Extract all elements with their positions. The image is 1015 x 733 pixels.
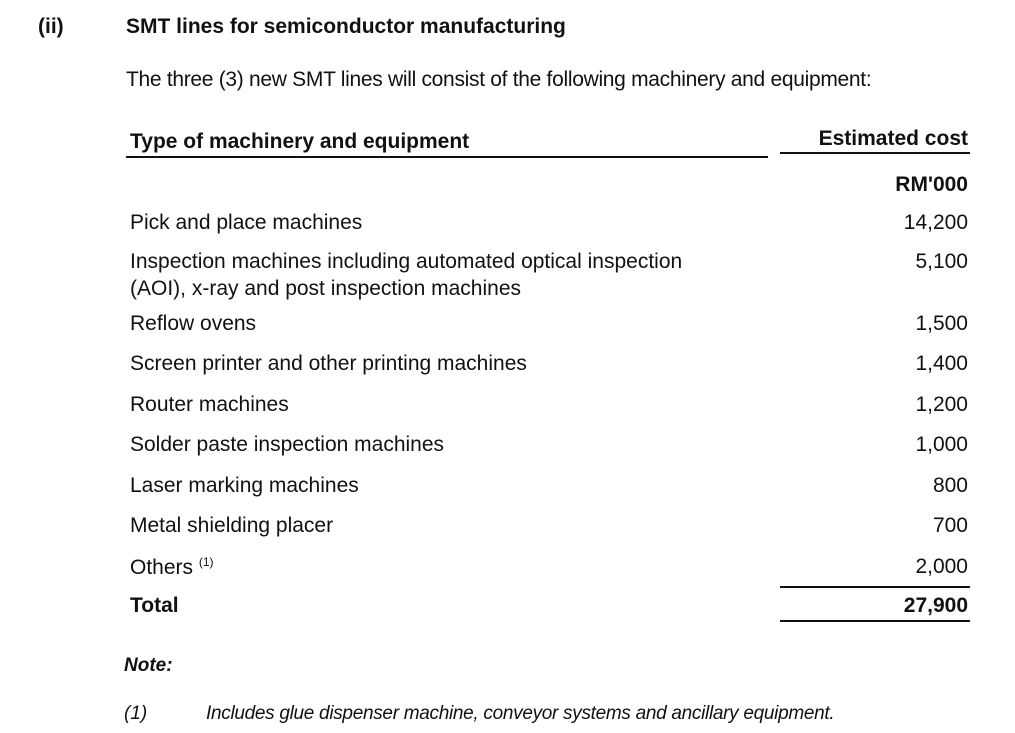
col-unit: RM'000	[895, 173, 968, 196]
table-row: Laser marking machines 800	[130, 474, 968, 497]
col-header-cost: Estimated cost	[818, 127, 968, 150]
note-marker: (1)	[124, 703, 148, 724]
total-top-rule	[780, 586, 970, 588]
total-row: Total 27,900	[130, 594, 968, 617]
table-row: Reflow ovens 1,500	[130, 312, 968, 335]
table-row: Router machines 1,200	[130, 393, 968, 416]
cost-underline	[780, 152, 970, 154]
col-header-type: Type of machinery and equipment	[130, 130, 470, 153]
note-heading: Note:	[124, 655, 173, 676]
intro-text: The three (3) new SMT lines will consist…	[126, 68, 872, 91]
table-row: Inspection machines including automated …	[130, 250, 968, 300]
footnote-ref: (1)	[198, 555, 214, 569]
note-text: Includes glue dispenser machine, conveyo…	[206, 703, 835, 724]
table-row: Pick and place machines 14,200	[130, 211, 968, 234]
header-underline	[126, 156, 768, 158]
total-bottom-rule	[780, 620, 970, 622]
table-row: Metal shielding placer 700	[130, 514, 968, 537]
table-row: Others (1) 2,000	[130, 555, 968, 579]
section-title: SMT lines for semiconductor manufacturin…	[126, 15, 566, 38]
table-row: Solder paste inspection machines 1,000	[130, 433, 968, 456]
section-number: (ii)	[38, 15, 64, 38]
table-row: Screen printer and other printing machin…	[130, 352, 968, 375]
